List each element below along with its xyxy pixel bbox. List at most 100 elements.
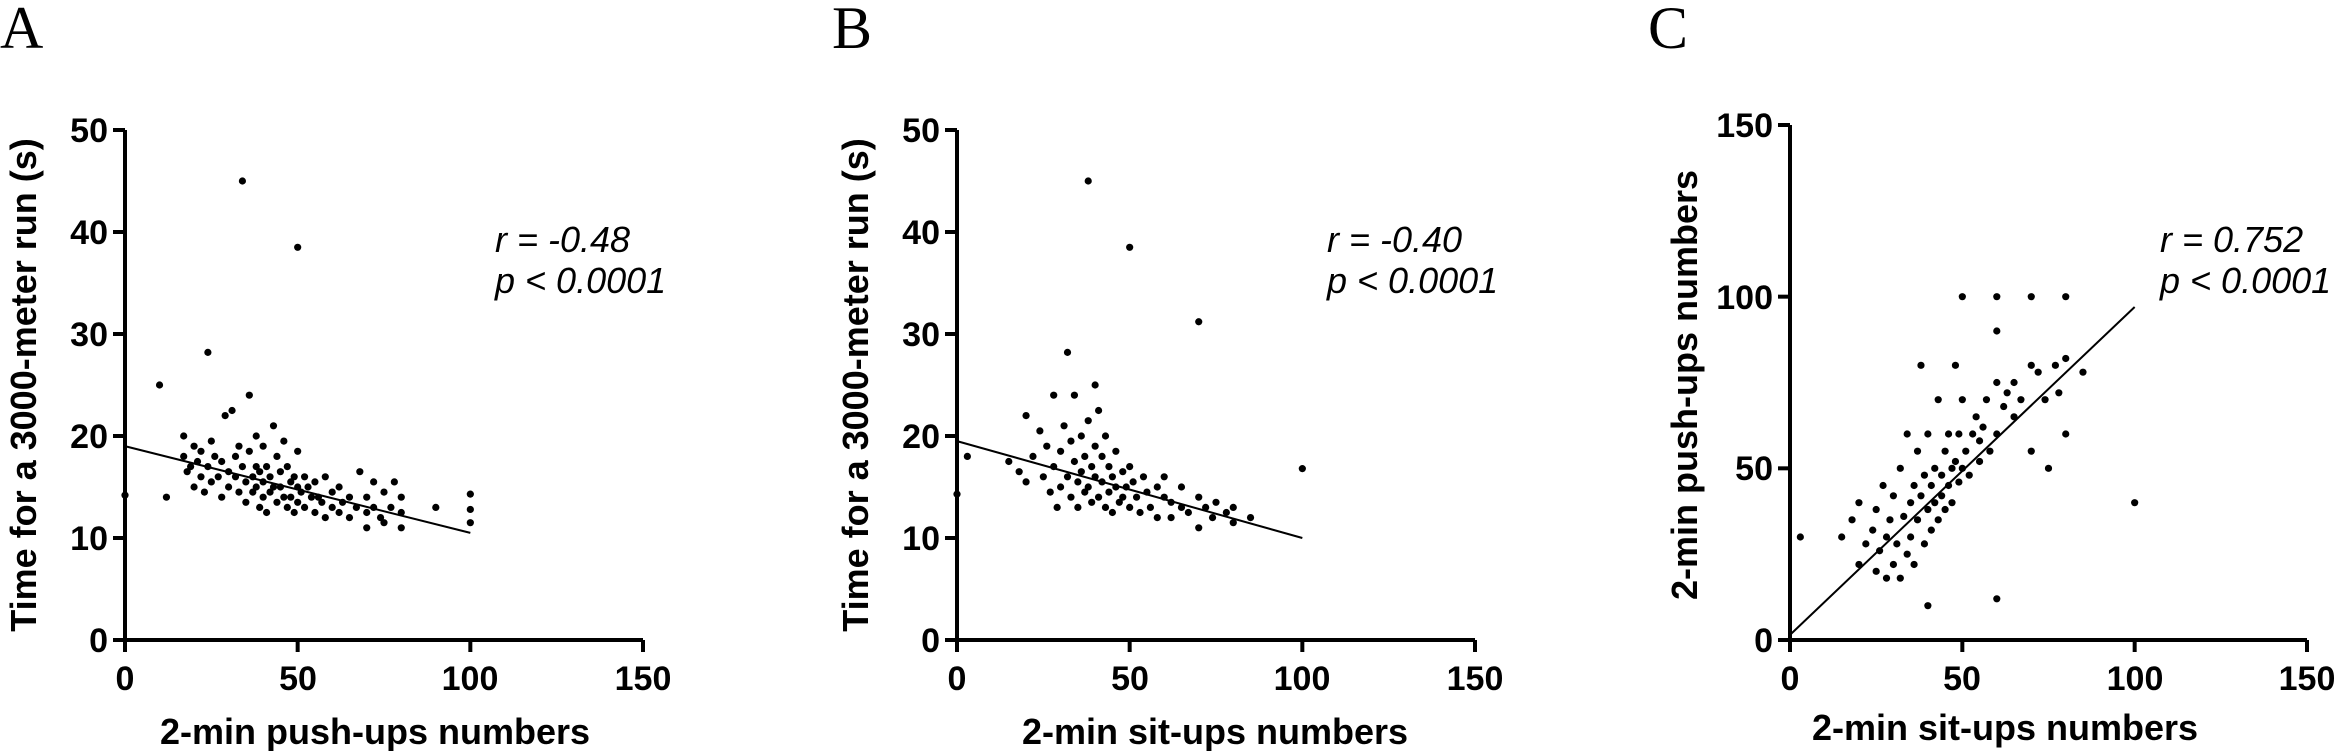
data-point-a-20 xyxy=(218,493,226,501)
data-point-b-19 xyxy=(1067,437,1075,445)
data-point-c-32 xyxy=(1924,602,1932,610)
data-point-c-46 xyxy=(1944,481,1953,490)
data-point-a-89 xyxy=(363,524,371,532)
data-point-b-14 xyxy=(1057,447,1065,455)
y-axis-title-a: Time for a 3000-meter run (s) xyxy=(3,138,44,632)
data-point-b-8 xyxy=(1039,473,1047,481)
data-point-c-83 xyxy=(2062,293,2070,301)
data-point-b-66 xyxy=(1167,498,1175,506)
data-point-c-74 xyxy=(2017,396,2025,404)
data-point-c-24 xyxy=(1910,481,1918,490)
y-tick-label-b-30: 30 xyxy=(902,316,940,354)
data-point-c-4 xyxy=(1855,499,1863,507)
data-point-c-2 xyxy=(1848,516,1856,524)
data-point-a-95 xyxy=(387,503,395,511)
data-point-b-24 xyxy=(1074,503,1082,511)
data-point-c-3 xyxy=(1855,560,1863,569)
data-point-a-79 xyxy=(328,503,336,511)
data-point-b-38 xyxy=(1094,493,1103,501)
data-point-b-62 xyxy=(1153,483,1161,491)
data-point-b-79 xyxy=(1229,503,1237,511)
data-point-c-18 xyxy=(1896,574,1904,582)
data-point-a-4 xyxy=(180,452,188,460)
data-point-a-0 xyxy=(121,491,129,499)
data-point-c-41 xyxy=(1938,471,1946,479)
data-point-a-47 xyxy=(266,473,274,481)
data-point-c-17 xyxy=(1896,464,1904,472)
data-point-c-66 xyxy=(1993,293,2001,301)
data-point-b-57 xyxy=(1132,493,1141,501)
data-point-a-35 xyxy=(249,473,257,481)
data-point-a-91 xyxy=(370,503,378,511)
data-point-c-44 xyxy=(1941,505,1949,514)
data-point-b-69 xyxy=(1177,503,1186,511)
x-axis-title-b: 2-min sit-ups numbers xyxy=(1022,711,1408,751)
data-point-a-39 xyxy=(252,432,260,440)
data-point-a-46 xyxy=(262,508,271,517)
data-point-a-103 xyxy=(466,519,474,527)
data-point-c-6 xyxy=(1869,526,1877,534)
data-point-c-73 xyxy=(2010,378,2018,387)
data-point-b-31 xyxy=(1084,483,1092,491)
data-point-c-58 xyxy=(1969,430,1977,438)
data-point-a-72 xyxy=(311,478,319,486)
data-point-a-41 xyxy=(256,503,264,511)
data-point-c-5 xyxy=(1862,540,1870,548)
data-point-c-13 xyxy=(1886,516,1894,524)
data-point-a-53 xyxy=(276,468,284,476)
data-point-b-51 xyxy=(1119,493,1127,501)
data-point-b-11 xyxy=(1050,391,1058,399)
data-point-b-67 xyxy=(1167,514,1175,522)
stat-p-c: p < 0.0001 xyxy=(2159,260,2331,301)
data-point-b-61 xyxy=(1146,503,1154,511)
data-point-a-76 xyxy=(321,473,329,481)
data-point-a-11 xyxy=(197,473,205,481)
data-point-c-21 xyxy=(1903,430,1911,438)
data-point-b-15 xyxy=(1057,483,1065,491)
data-point-c-78 xyxy=(2034,368,2042,376)
data-point-a-73 xyxy=(311,508,319,517)
data-point-c-77 xyxy=(2027,447,2035,455)
data-point-b-81 xyxy=(1298,465,1306,473)
data-point-b-20 xyxy=(1067,493,1075,501)
data-point-b-21 xyxy=(1070,391,1079,399)
data-point-b-5 xyxy=(1022,478,1030,486)
data-point-a-100 xyxy=(432,503,440,511)
data-point-b-52 xyxy=(1122,483,1130,491)
data-point-b-12 xyxy=(1050,463,1058,471)
data-point-b-48 xyxy=(1112,483,1120,491)
data-point-c-64 xyxy=(1986,447,1994,455)
data-point-a-65 xyxy=(294,483,302,491)
panel-letter-b: B xyxy=(832,0,872,61)
data-point-b-39 xyxy=(1098,452,1106,460)
data-point-c-40 xyxy=(1934,516,1942,524)
data-point-b-68 xyxy=(1177,483,1186,491)
data-point-c-27 xyxy=(1913,516,1922,524)
stat-r-b: r = -0.40 xyxy=(1327,219,1462,260)
data-point-c-1 xyxy=(1838,533,1846,541)
data-point-a-12 xyxy=(200,488,209,496)
data-point-b-40 xyxy=(1098,478,1106,486)
data-point-c-70 xyxy=(2000,402,2008,411)
data-point-c-82 xyxy=(2055,389,2063,397)
data-point-a-7 xyxy=(190,442,198,450)
data-point-a-45 xyxy=(262,463,271,471)
data-point-a-1 xyxy=(155,381,164,389)
data-point-c-43 xyxy=(1941,447,1949,455)
data-point-c-11 xyxy=(1882,574,1891,582)
data-point-b-76 xyxy=(1212,498,1220,506)
data-point-c-38 xyxy=(1931,499,1939,507)
data-point-c-26 xyxy=(1913,447,1922,455)
data-point-b-13 xyxy=(1053,503,1061,511)
data-point-a-21 xyxy=(221,412,229,420)
x-axis-title-c: 2-min sit-ups numbers xyxy=(1812,707,2198,748)
data-point-b-1 xyxy=(963,452,971,460)
data-point-a-24 xyxy=(228,406,236,415)
data-point-c-37 xyxy=(1931,464,1939,472)
data-point-c-42 xyxy=(1938,492,1946,500)
data-point-a-86 xyxy=(356,468,364,476)
data-point-a-101 xyxy=(466,490,474,498)
y-tick-label-c-0: 0 xyxy=(1754,622,1773,660)
data-point-a-10 xyxy=(197,447,205,455)
data-point-b-32 xyxy=(1088,463,1096,471)
